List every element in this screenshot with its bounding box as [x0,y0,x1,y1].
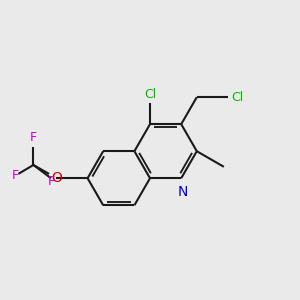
Text: F: F [30,131,37,144]
Text: O: O [51,171,62,185]
Text: Cl: Cl [232,91,244,104]
Text: F: F [48,176,55,188]
Text: Cl: Cl [144,88,156,101]
Text: F: F [12,169,19,182]
Text: N: N [178,185,188,199]
